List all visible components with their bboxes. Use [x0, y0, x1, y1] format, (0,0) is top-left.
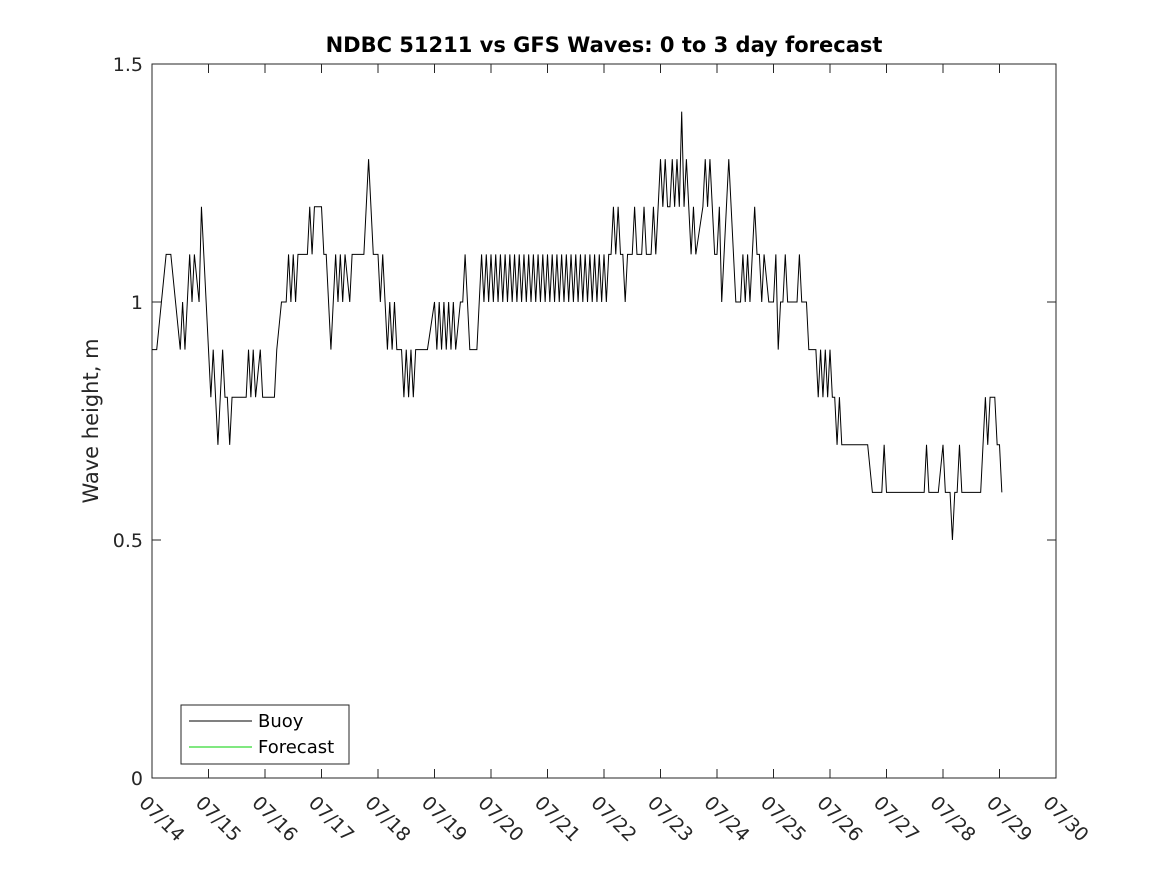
- x-tick-label: 07/17: [304, 792, 358, 846]
- legend: Buoy Forecast: [180, 704, 350, 765]
- y-axis: 0 0.5 1 1.5: [113, 54, 1056, 790]
- series-line-buoy: [152, 111, 1003, 541]
- plot-area: [151, 63, 1057, 779]
- x-tick-label: 07/14: [134, 792, 188, 846]
- x-tick-label: 07/25: [756, 792, 810, 846]
- legend-label-buoy: Buoy: [258, 711, 304, 732]
- x-tick-label: 07/22: [586, 792, 640, 846]
- y-tick-label: 1.5: [113, 54, 143, 76]
- x-tick-label: 07/19: [417, 792, 471, 846]
- legend-box: [180, 704, 350, 765]
- y-tick-label: 1: [131, 292, 143, 314]
- x-tick-label: 07/28: [925, 792, 979, 846]
- series-layer: [152, 111, 1003, 541]
- legend-label-forecast: Forecast: [258, 737, 334, 758]
- x-tick-label: 07/21: [530, 792, 584, 846]
- x-tick-label: 07/26: [812, 792, 866, 846]
- x-tick-label: 07/16: [247, 792, 301, 846]
- y-tick-label: 0: [131, 768, 143, 790]
- x-tick-label: 07/15: [191, 792, 245, 846]
- x-tick-label: 07/23: [643, 792, 697, 846]
- x-tick-label: 07/29: [982, 792, 1036, 846]
- y-tick-label: 0.5: [113, 530, 143, 552]
- y-axis-label: Wave height, m: [79, 338, 103, 503]
- x-tick-label: 07/27: [869, 792, 923, 846]
- x-tick-label: 07/24: [699, 792, 753, 846]
- chart-title: NDBC 51211 vs GFS Waves: 0 to 3 day fore…: [326, 33, 883, 57]
- x-tick-label: 07/18: [360, 792, 414, 846]
- x-tick-label: 07/30: [1038, 792, 1092, 846]
- x-tick-label: 07/20: [473, 792, 527, 846]
